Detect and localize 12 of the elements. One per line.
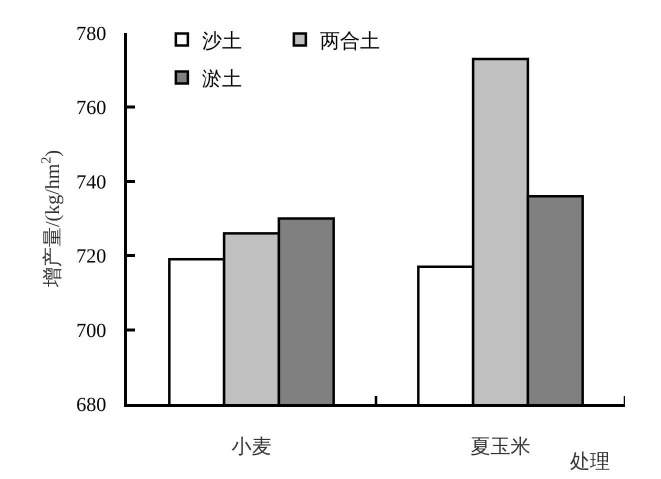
y-tick-label: 780 bbox=[76, 23, 106, 45]
y-tick-label: 680 bbox=[76, 394, 106, 416]
x-axis-title: 处理 bbox=[570, 451, 610, 473]
y-tick-label: 720 bbox=[76, 246, 106, 268]
y-tick-label: 740 bbox=[76, 171, 106, 194]
x-tick-label: 夏玉米 bbox=[470, 436, 530, 458]
y-tick-label: 760 bbox=[76, 97, 106, 120]
x-tick-label: 小麦 bbox=[232, 436, 272, 458]
legend-label: 沙土 bbox=[202, 30, 242, 52]
legend-label: 淤土 bbox=[202, 68, 242, 90]
legend-label: 两合土 bbox=[320, 30, 380, 52]
y-tick-label: 700 bbox=[76, 320, 106, 342]
